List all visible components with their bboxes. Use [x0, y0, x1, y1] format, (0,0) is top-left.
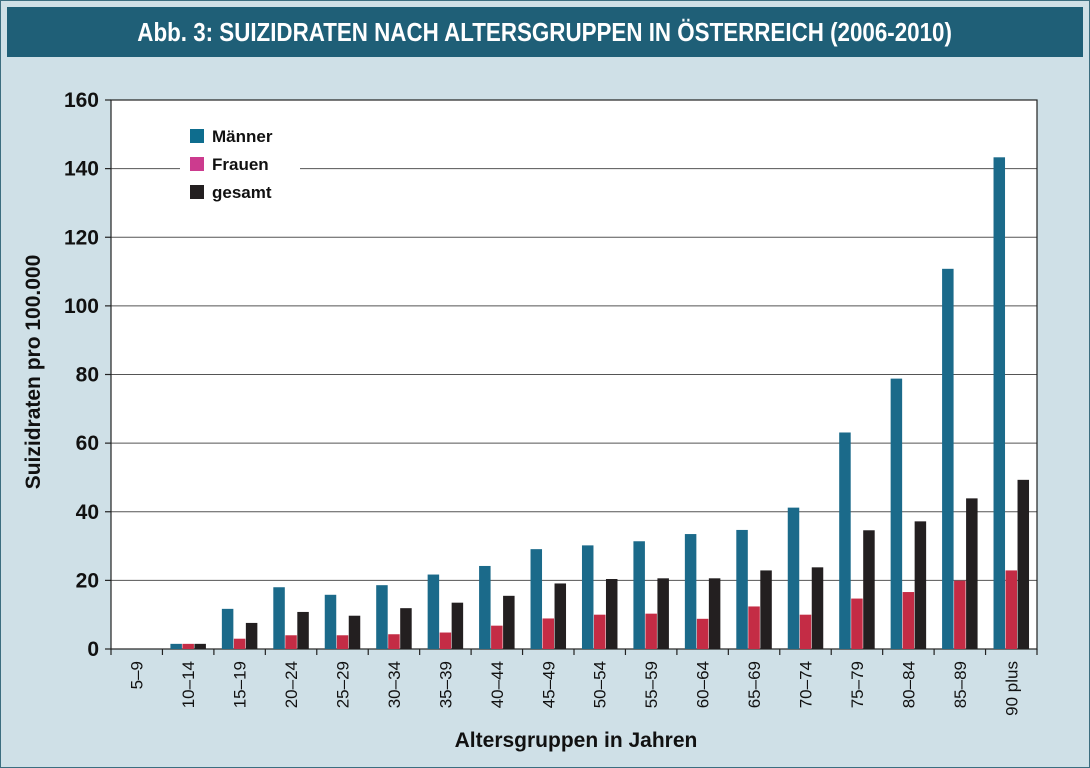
legend-swatch-gesamt — [190, 185, 204, 199]
legend-label-männer: Männer — [212, 127, 273, 146]
bar-männer-17 — [993, 157, 1006, 649]
bar-gesamt-6 — [451, 602, 464, 649]
x-tick-label: 70–74 — [797, 661, 816, 708]
bar-männer-13 — [787, 507, 800, 649]
bar-männer-5 — [376, 585, 388, 649]
bar-männer-3 — [273, 587, 285, 649]
title-bar: Abb. 3: SUIZIDRATEN NACH ALTERSGRUPPEN I… — [7, 7, 1083, 57]
y-tick-label: 160 — [64, 89, 99, 112]
bar-männer-14 — [839, 432, 851, 649]
bar-gesamt-4 — [348, 615, 361, 649]
bar-männer-12 — [736, 529, 748, 649]
x-tick-label: 20–24 — [282, 661, 301, 708]
bar-frauen-12 — [748, 606, 760, 649]
bar-frauen-9 — [593, 614, 606, 649]
bar-frauen-10 — [645, 613, 657, 649]
bar-gesamt-9 — [605, 579, 618, 649]
bar-frauen-2 — [233, 638, 246, 649]
bar-männer-1 — [170, 643, 182, 649]
x-tick-label: 90 plus — [1002, 661, 1021, 716]
legend-label-frauen: Frauen — [212, 155, 269, 174]
y-tick-label: 40 — [76, 501, 99, 524]
y-axis-ticks: 0 20 40 60 80 100 120 140 160 — [64, 89, 111, 661]
bar-gesamt-3 — [297, 611, 309, 649]
bar-männer-9 — [581, 545, 594, 649]
y-tick-label: 80 — [76, 364, 99, 387]
y-tick-label: 0 — [87, 638, 99, 661]
x-tick-label: 65–69 — [745, 661, 764, 708]
bar-männer-16 — [942, 268, 954, 649]
bar-männer-4 — [324, 594, 337, 649]
bar-männer-8 — [530, 549, 543, 649]
x-axis-ticks: 5–9 10–14 15–19 20–24 25–29 30–34 35–39 40–44 45… — [110, 649, 1038, 716]
bar-frauen-7 — [491, 625, 503, 649]
x-tick-label: 80–84 — [899, 661, 918, 708]
y-tick-label: 60 — [76, 432, 99, 455]
x-tick-label: 15–19 — [231, 661, 250, 708]
bar-gesamt-10 — [657, 578, 669, 649]
legend-swatch-männer — [190, 129, 204, 143]
x-tick-label: 55–59 — [642, 661, 661, 708]
bar-frauen-3 — [285, 635, 297, 649]
bar-frauen-1 — [182, 643, 194, 649]
chart-title: Abb. 3: SUIZIDRATEN NACH ALTERSGRUPPEN I… — [137, 16, 953, 47]
x-tick-label: 75–79 — [848, 661, 867, 708]
bars — [170, 157, 1030, 649]
bar-männer-10 — [633, 541, 645, 649]
bar-frauen-13 — [799, 614, 812, 649]
y-tick-label: 120 — [64, 226, 99, 249]
bar-männer-11 — [684, 534, 697, 649]
bar-gesamt-15 — [914, 521, 927, 649]
bar-männer-7 — [479, 565, 491, 649]
bar-frauen-5 — [388, 634, 400, 649]
legend-swatch-frauen — [190, 157, 204, 171]
x-tick-label: 10–14 — [179, 661, 198, 708]
bar-gesamt-8 — [554, 583, 567, 649]
bar-männer-15 — [890, 378, 903, 649]
y-tick-label: 20 — [76, 569, 99, 592]
y-tick-label: 100 — [64, 295, 99, 318]
x-tick-label: 50–54 — [591, 661, 610, 708]
x-tick-label: 25–29 — [334, 661, 353, 708]
bar-frauen-4 — [336, 635, 349, 649]
x-tick-label: 45–49 — [539, 661, 558, 708]
bar-frauen-17 — [1005, 570, 1018, 649]
x-tick-label: 85–89 — [951, 661, 970, 708]
x-tick-label: 40–44 — [488, 661, 507, 708]
x-tick-label: 60–64 — [694, 661, 713, 708]
bar-frauen-8 — [542, 618, 555, 649]
x-tick-label: 30–34 — [385, 661, 404, 708]
bar-gesamt-16 — [966, 498, 978, 649]
legend: Männer Frauen gesamt — [180, 120, 300, 210]
bar-frauen-14 — [851, 598, 863, 649]
bar-gesamt-11 — [708, 578, 721, 649]
bar-gesamt-17 — [1017, 479, 1030, 649]
bar-gesamt-2 — [245, 622, 258, 649]
bar-frauen-6 — [439, 632, 452, 649]
bar-frauen-16 — [954, 580, 966, 649]
bar-gesamt-14 — [863, 530, 875, 649]
bar-gesamt-1 — [194, 643, 206, 649]
bar-gesamt-12 — [760, 570, 772, 649]
y-tick-label: 140 — [64, 158, 99, 181]
y-axis-title: Suizidraten pro 100.000 — [22, 255, 45, 490]
bar-frauen-15 — [902, 592, 915, 649]
bar-männer-6 — [427, 574, 440, 649]
x-tick-label: 5–9 — [128, 661, 147, 689]
bar-frauen-11 — [696, 618, 709, 649]
bar-gesamt-13 — [811, 567, 824, 649]
bar-männer-2 — [221, 608, 234, 649]
bar-gesamt-5 — [400, 608, 412, 649]
legend-label-gesamt: gesamt — [212, 183, 272, 202]
x-tick-label: 35–39 — [436, 661, 455, 708]
x-axis-title: Altersgruppen in Jahren — [455, 729, 698, 752]
bar-gesamt-7 — [503, 595, 515, 649]
